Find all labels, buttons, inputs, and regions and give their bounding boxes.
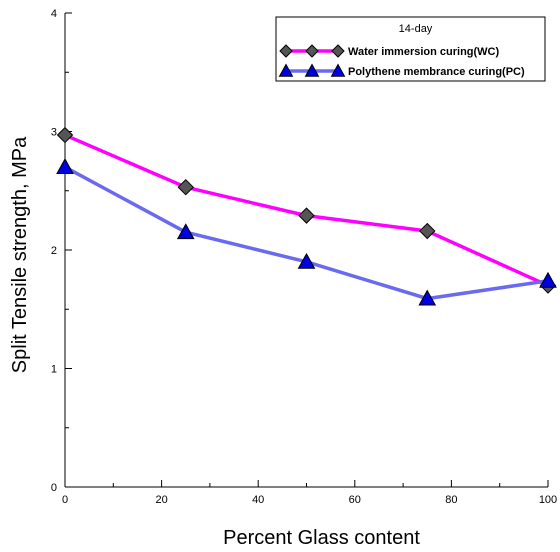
- axis-tick-labels: 0 20 40 60 80 100 0 1 2 3 4: [51, 8, 557, 506]
- x-tick-label: 20: [155, 494, 167, 506]
- x-axis-title: Percent Glass content: [223, 527, 420, 549]
- y-tick-label: 2: [51, 245, 57, 257]
- x-tick-label: 60: [349, 494, 361, 506]
- data-point-triangle: [297, 252, 316, 269]
- x-tick-label: 80: [445, 494, 457, 506]
- series-line: [64, 165, 549, 301]
- legend-marker: [330, 63, 346, 77]
- legend-title: 14-day: [399, 23, 433, 35]
- legend-marker: [304, 63, 320, 77]
- axis-ticks: [64, 12, 549, 488]
- data-point-triangle: [418, 289, 437, 306]
- legend-marker: [331, 44, 345, 58]
- data-point-triangle: [176, 223, 195, 240]
- legend-label: Water immersion curing(WC): [348, 46, 499, 58]
- plot-area: [64, 13, 548, 488]
- legend-label: Polythene membrance curing(PC): [348, 66, 525, 78]
- legend-marker: [305, 44, 319, 58]
- data-point-triangle: [56, 158, 74, 174]
- data-point-triangle: [539, 271, 557, 288]
- series-layer: [56, 126, 557, 306]
- data-point-diamond: [419, 222, 436, 240]
- data-point-diamond: [56, 126, 74, 144]
- y-tick-label: 0: [51, 482, 57, 494]
- series-2: [56, 158, 557, 306]
- y-tick-label: 1: [51, 364, 57, 376]
- series-1: [56, 126, 557, 294]
- data-point-diamond: [177, 178, 194, 196]
- x-tick-label: 40: [252, 494, 264, 506]
- legend-marker: [279, 44, 293, 58]
- data-point-diamond: [298, 207, 315, 224]
- legend-item-2: Polythene membrance curing(PC): [278, 63, 525, 78]
- legend-marker: [278, 63, 294, 77]
- y-axis-title: Split Tensile strength, MPa: [9, 136, 31, 373]
- x-tick-label: 100: [539, 494, 557, 506]
- y-tick-label: 3: [51, 127, 57, 139]
- x-tick-label: 0: [62, 494, 68, 506]
- legend: 14-day Water immersion curing(WC) Polythe…: [275, 16, 546, 82]
- legend-items: Water immersion curing(WC) Polythene memb…: [278, 44, 525, 78]
- y-tick-label: 4: [51, 8, 57, 20]
- legend-item-1: Water immersion curing(WC): [279, 44, 499, 58]
